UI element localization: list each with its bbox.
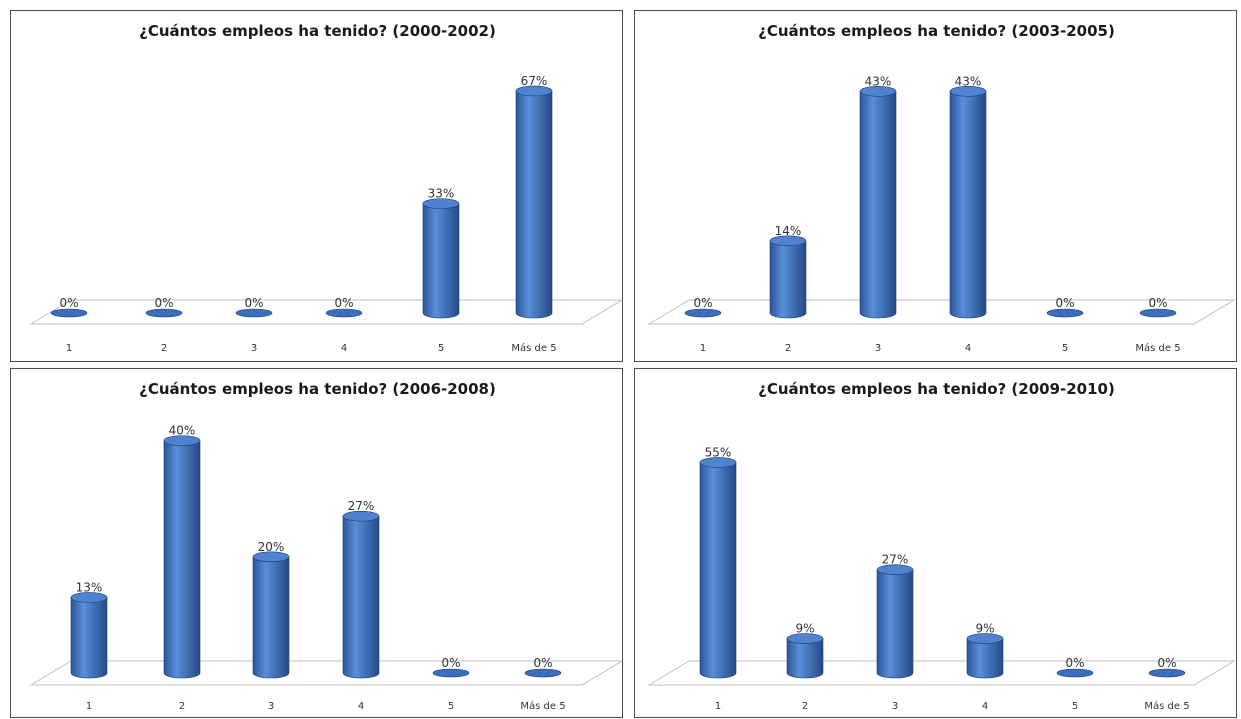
data-label: 0%	[59, 296, 78, 310]
x-tick-label: 4	[982, 701, 988, 712]
data-label: 0%	[334, 296, 353, 310]
x-tick-label: 2	[802, 701, 808, 712]
chart-title: ¿Cuántos empleos ha tenido? (2009-2010)	[758, 380, 1115, 398]
data-label: 43%	[955, 74, 982, 88]
x-tick-label: 1	[715, 701, 721, 712]
x-tick-label: 3	[268, 701, 274, 712]
chart-floor	[29, 660, 624, 686]
x-tick-label: 4	[965, 343, 971, 354]
chart-floor	[647, 299, 1236, 325]
chart-title: ¿Cuántos empleos ha tenido? (2003-2005)	[758, 22, 1115, 40]
data-label: 0%	[1157, 656, 1176, 670]
chart-1: ¿Cuántos empleos ha tenido? (2003-2005) 0…	[647, 22, 1236, 354]
x-tick-label: Más de 5	[520, 700, 565, 712]
data-label: 0%	[154, 296, 173, 310]
chart-floor	[647, 660, 1236, 686]
data-label: 40%	[169, 424, 196, 438]
bar-5	[432, 668, 470, 678]
chart-panel-2003-2005: ¿Cuántos empleos ha tenido? (2003-2005) 0…	[634, 10, 1237, 362]
bar-4	[325, 308, 363, 318]
data-label: 13%	[76, 580, 103, 594]
bar-2	[145, 308, 183, 318]
x-tick-label: Más de 5	[511, 342, 556, 354]
chart-3: ¿Cuántos empleos ha tenido? (2009-2010) 5…	[647, 380, 1236, 712]
data-label: 55%	[705, 445, 732, 459]
x-tick-label: Más de 5	[1135, 342, 1180, 354]
bar-5	[1046, 308, 1084, 318]
chart-0: ¿Cuántos empleos ha tenido? (2000-2002) 0…	[29, 22, 624, 354]
data-label: 43%	[865, 74, 892, 88]
bar-más-de-5	[524, 668, 562, 678]
data-label: 27%	[882, 553, 909, 567]
chart-title: ¿Cuántos empleos ha tenido? (2000-2002)	[139, 22, 496, 40]
chart-panel-2009-2010: ¿Cuántos empleos ha tenido? (2009-2010) 5…	[634, 368, 1237, 718]
bar-1	[684, 308, 722, 318]
bar-más-de-5	[1139, 308, 1177, 318]
bar-más-de-5	[515, 85, 553, 319]
x-tick-label: 4	[341, 343, 347, 354]
x-tick-label: 5	[438, 343, 444, 354]
bar-2	[786, 633, 824, 679]
bar-3	[859, 86, 897, 319]
bar-4	[342, 510, 380, 679]
x-tick-label: 1	[86, 701, 92, 712]
x-tick-label: 1	[66, 343, 72, 354]
chart-2: ¿Cuántos empleos ha tenido? (2006-2008) 1…	[29, 380, 624, 712]
x-tick-label: 4	[358, 701, 364, 712]
data-label: 20%	[258, 540, 285, 554]
bar-más-de-5	[1148, 668, 1186, 678]
bar-2	[769, 235, 807, 319]
bar-4	[966, 633, 1004, 679]
data-label: 0%	[441, 656, 460, 670]
bar-5	[1056, 668, 1094, 678]
data-label: 0%	[693, 296, 712, 310]
x-tick-label: 2	[785, 343, 791, 354]
data-label: 0%	[1065, 656, 1084, 670]
x-tick-label: 3	[875, 343, 881, 354]
x-tick-label: 3	[251, 343, 257, 354]
data-label: 27%	[348, 499, 375, 513]
data-label: 67%	[521, 74, 548, 88]
bar-1	[50, 308, 88, 318]
x-tick-label: 5	[1072, 701, 1078, 712]
chart-panel-2006-2008: ¿Cuántos empleos ha tenido? (2006-2008) 1…	[10, 368, 624, 718]
bar-4	[949, 86, 987, 319]
x-tick-label: 3	[892, 701, 898, 712]
data-label: 9%	[975, 622, 994, 636]
x-tick-label: 5	[1062, 343, 1068, 354]
data-label: 0%	[1055, 296, 1074, 310]
bar-2	[163, 435, 201, 679]
bar-1	[70, 592, 108, 679]
data-label: 0%	[244, 296, 263, 310]
data-label: 9%	[795, 622, 814, 636]
chart-floor	[29, 299, 624, 325]
bar-3	[876, 564, 914, 679]
x-tick-label: 1	[700, 343, 706, 354]
bar-3	[252, 551, 290, 679]
x-tick-label: 2	[161, 343, 167, 354]
chart-title: ¿Cuántos empleos ha tenido? (2006-2008)	[139, 380, 496, 398]
data-label: 0%	[1148, 296, 1167, 310]
x-tick-label: 5	[448, 701, 454, 712]
x-tick-label: Más de 5	[1144, 700, 1189, 712]
data-label: 33%	[428, 187, 455, 201]
bar-1	[699, 457, 737, 679]
data-label: 0%	[533, 656, 552, 670]
data-label: 14%	[775, 224, 802, 238]
x-tick-label: 2	[179, 701, 185, 712]
bar-5	[422, 198, 460, 319]
bar-3	[235, 308, 273, 318]
chart-panel-2000-2002: ¿Cuántos empleos ha tenido? (2000-2002) 0…	[10, 10, 624, 362]
